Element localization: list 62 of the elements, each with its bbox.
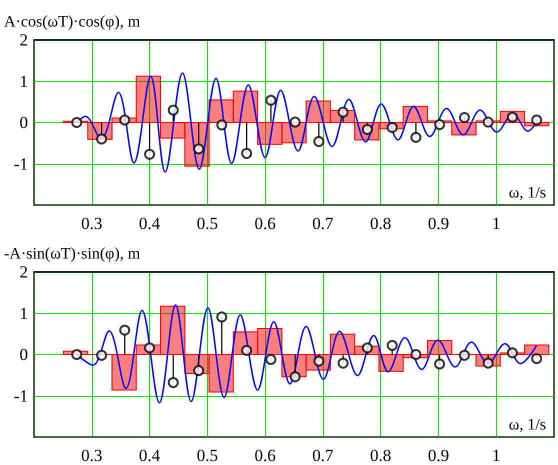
y-tick-label: 1 [20,304,28,323]
x-tick-label: 0.8 [370,214,392,233]
x-tick-label: 0.4 [138,214,161,233]
point [458,112,470,124]
x-tick-label: 0.5 [196,214,218,233]
point [168,377,179,388]
point [144,342,156,354]
x-tick-label: 1 [492,214,500,233]
point [531,114,542,126]
point [241,344,252,356]
x-tick-label: 0.3 [81,446,102,465]
point [313,136,324,147]
point [241,148,252,159]
point [71,117,82,128]
point [193,365,204,376]
x-tick-label: 0.8 [370,446,392,465]
y-tick-label: 1 [20,72,28,91]
point [531,353,542,364]
point [216,119,228,130]
y-tick-label: -1 [14,154,28,174]
point [290,371,301,382]
y-tick-label: 0 [20,345,28,364]
x-tick-label: 0.6 [254,214,276,233]
x-tick-label: 0.6 [254,446,276,465]
y-tick-label: 2 [20,262,28,282]
x-tick-label: 0.9 [428,446,450,465]
y-axis-title: A·cos(ωT)·cos(φ), m [4,14,141,30]
point [506,347,518,358]
x-axis-title: ω, 1/s [508,416,546,434]
point [265,354,276,365]
point [410,349,422,360]
point [71,349,82,360]
point [168,104,179,116]
y-tick-label: 0 [20,113,28,132]
x-tick-label: 0.5 [196,446,218,465]
point [338,358,349,369]
point [410,132,422,143]
point [216,311,228,322]
x-tick-label: 1 [492,446,500,465]
x-axis-title: ω, 1/s [508,184,546,202]
x-tick-label: 0.4 [138,446,161,465]
point [386,340,398,351]
point [386,122,398,133]
point [119,114,130,126]
point [119,324,130,336]
point [482,116,494,128]
point [96,134,108,144]
point [144,148,156,160]
x-tick-label: 0.7 [312,214,334,233]
x-tick-label: 0.3 [81,214,102,233]
point [362,342,373,354]
point [434,119,446,130]
y-axis-title: -A·sin(ωT)·sin(φ), m [4,246,141,262]
point [265,94,276,106]
point [96,350,108,361]
y-tick-label: 2 [20,30,28,50]
point [290,116,301,128]
x-tick-label: 0.7 [312,446,334,465]
point [458,350,470,361]
x-tick-label: 0.9 [428,214,450,233]
point [434,358,446,370]
y-tick-label: -1 [14,386,28,406]
